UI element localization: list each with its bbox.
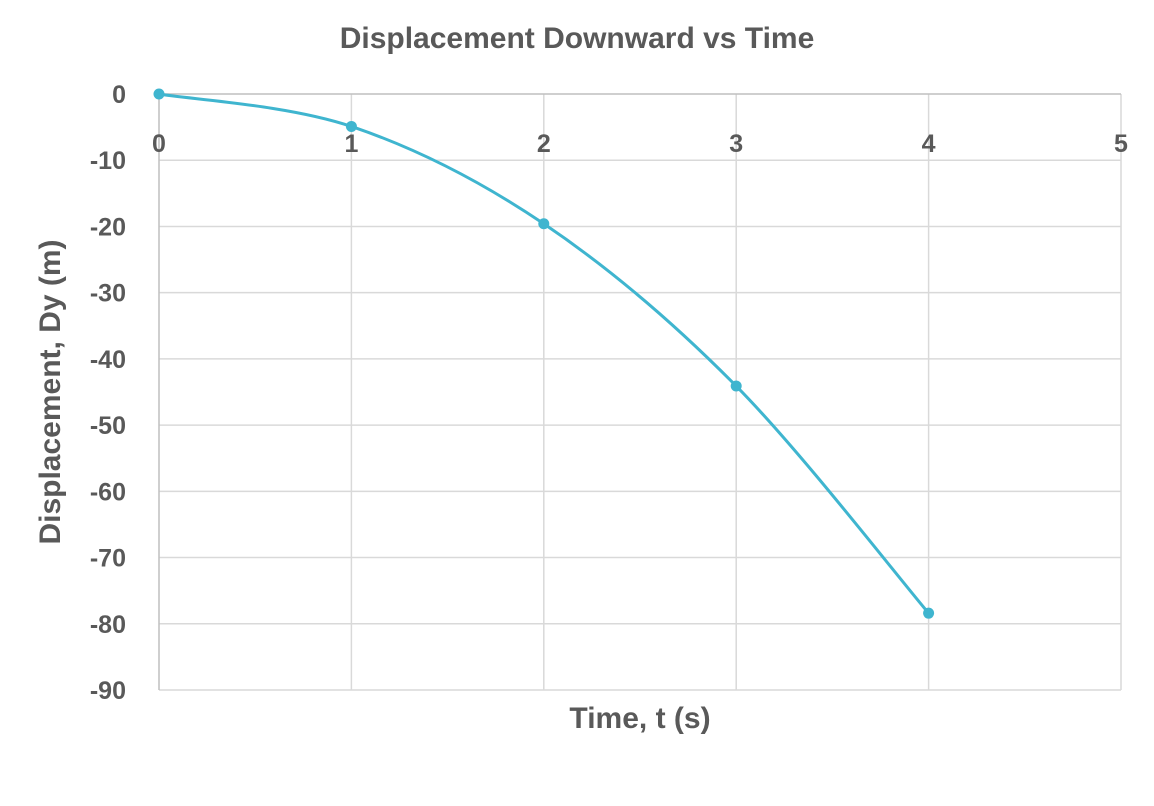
data-point [923, 607, 935, 619]
y-tick-label: -90 [90, 677, 126, 705]
x-tick-label: 4 [922, 130, 936, 158]
series-line [158, 92, 930, 615]
x-tick-label: 0 [152, 130, 166, 158]
y-tick-label: -50 [90, 412, 126, 440]
y-tick-label: -80 [90, 611, 126, 639]
y-axis-title: Displacement, Dy (m) [34, 239, 67, 544]
y-tick-label: -60 [90, 478, 126, 506]
y-tick-label: -40 [90, 346, 126, 374]
series [153, 88, 935, 619]
x-tick-label: 1 [344, 130, 358, 158]
vertical-gridlines [350, 94, 1122, 690]
y-tick-labels: 0 -10 -20 -30 -40 -50 -60 -70 -80 -90 [90, 81, 126, 705]
y-tick-label: -20 [90, 213, 126, 241]
axes [158, 93, 1121, 690]
data-point [538, 218, 550, 230]
y-tick-label: -10 [90, 147, 126, 175]
y-tick-label: -70 [90, 545, 126, 573]
x-tick-label: 5 [1114, 130, 1128, 158]
x-tick-labels: 0 1 2 3 4 5 [152, 130, 1128, 158]
x-tick-label: 3 [729, 130, 743, 158]
horizontal-gridlines [159, 159, 1121, 691]
data-point [730, 380, 742, 392]
data-point [345, 120, 357, 132]
x-tick-label: 2 [537, 130, 551, 158]
x-axis-title: Time, t (s) [569, 702, 710, 735]
chart-title: Displacement Downward vs Time [340, 22, 815, 55]
y-tick-label: -30 [90, 280, 126, 308]
data-point [153, 88, 165, 100]
y-tick-label: 0 [112, 81, 126, 109]
